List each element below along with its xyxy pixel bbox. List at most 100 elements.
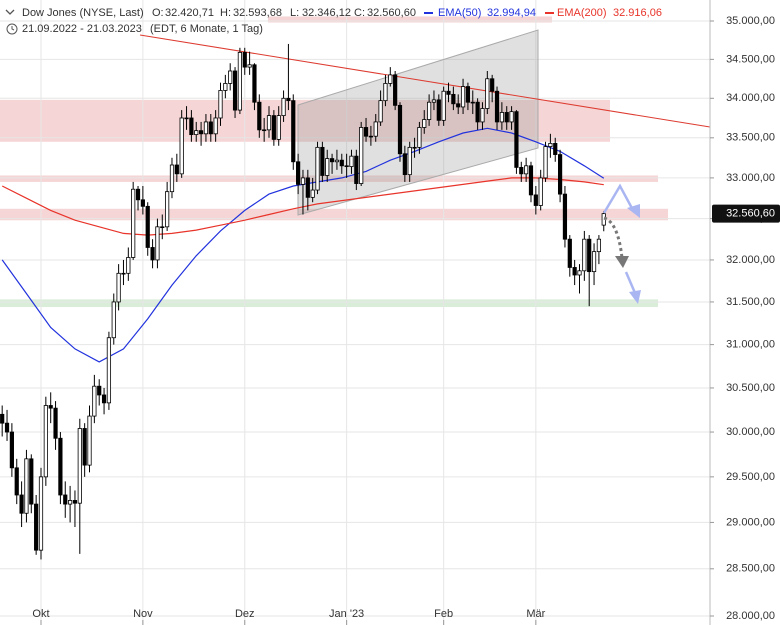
candle-body: [281, 97, 286, 117]
candle-body: [189, 117, 194, 136]
candle-body: [325, 158, 330, 176]
y-tick-label: 33.000,00: [726, 172, 775, 184]
candle-body: [460, 86, 466, 108]
candle-body: [135, 188, 141, 201]
candle-body: [14, 467, 19, 496]
header: Dow Jones (NYSE, Last) O: 32.420,71 H: 3…: [5, 7, 416, 35]
candle-body: [528, 165, 534, 196]
candle-body: [223, 83, 228, 91]
legend-label: EMA(200): [557, 7, 607, 19]
candle-body: [320, 146, 325, 176]
candle-body: [232, 70, 238, 111]
candle-body: [397, 104, 403, 155]
candle-body: [412, 146, 417, 149]
y-tick-label: 31.500,00: [726, 296, 775, 308]
y-tick-label: 33.500,00: [726, 132, 775, 144]
candle-body: [106, 337, 112, 404]
candle-body: [208, 121, 213, 135]
y-tick-label: 28.000,00: [726, 610, 775, 622]
y-tick-label: 32.000,00: [726, 254, 775, 266]
arrow-head: [627, 204, 640, 218]
legend-label: EMA(50): [438, 7, 481, 19]
candle-body: [388, 74, 393, 84]
zone: [0, 299, 658, 308]
candle-body: [121, 272, 126, 275]
candle-body: [339, 159, 344, 167]
candle-body: [203, 121, 209, 135]
candle-body: [427, 101, 432, 120]
candle-body: [470, 101, 475, 104]
y-tick-label: 30.000,00: [726, 426, 775, 438]
plot: [0, 43, 606, 560]
candle-body: [131, 188, 136, 258]
candle-body: [48, 405, 53, 409]
candle-body: [38, 476, 44, 551]
candle-body: [373, 121, 378, 137]
arrow-head: [629, 290, 641, 304]
candle-body: [436, 99, 441, 121]
legend-value: 32.916,06: [613, 7, 662, 19]
candle-body: [257, 101, 262, 131]
forecast-arrows: [602, 183, 641, 304]
candle-body: [29, 458, 34, 505]
candle-body: [160, 226, 165, 229]
candle-body: [92, 385, 97, 417]
candle-body: [291, 100, 296, 163]
candle-body: [441, 90, 446, 121]
candle-body: [184, 117, 189, 120]
candle-body: [329, 158, 335, 163]
candle-body: [150, 247, 155, 261]
candle-body: [533, 194, 538, 206]
ohlc-key: L:: [290, 7, 299, 19]
candle-body: [262, 129, 267, 132]
legend-value: 32.994,94: [487, 7, 536, 19]
candle-body: [514, 111, 519, 168]
arrow: [602, 183, 636, 214]
background: [0, 0, 710, 625]
candle-body: [198, 130, 204, 135]
date-range: 21.09.2022 - 21.03.2023: [22, 23, 142, 35]
candle-body: [504, 112, 509, 123]
y-tick-label: 34.000,00: [726, 92, 775, 104]
candle-body: [194, 130, 199, 136]
candle-body: [4, 422, 10, 433]
candle-body: [34, 503, 39, 551]
candle-body: [334, 159, 340, 163]
price-tag: [712, 204, 780, 223]
candle-body: [567, 238, 572, 268]
candle-body: [165, 191, 170, 228]
candle-body: [596, 238, 602, 253]
candle-body: [538, 177, 543, 206]
candle-body: [562, 193, 568, 240]
candle-body: [24, 458, 29, 514]
y-tick-label: 29.000,00: [726, 516, 775, 528]
candle-body: [97, 385, 102, 396]
candle-body: [116, 272, 121, 303]
candle-body: [475, 101, 480, 123]
x-tick-label: Dez: [235, 608, 255, 620]
candle-body: [490, 78, 495, 92]
candle-body: [228, 70, 233, 84]
candle-body: [577, 270, 582, 276]
candle-body: [363, 127, 369, 137]
ohlc-key: O:: [152, 7, 164, 19]
zone: [0, 175, 658, 182]
candle-body: [155, 226, 160, 261]
candle-body: [77, 428, 82, 504]
candle-body: [553, 142, 558, 155]
candle-body: [9, 431, 14, 469]
ema-line: [1, 177, 604, 236]
candle-body: [465, 86, 471, 103]
x-tick-label: Jan '23: [329, 608, 364, 620]
candle-body: [276, 115, 281, 140]
candle-body: [446, 90, 451, 95]
legend: EMA(50) 32.994,94 EMA(200) 32.916,06: [424, 7, 662, 19]
chart-info: (EDT, 6 Monate, 1 Tag): [150, 23, 263, 35]
ohlc-value: 32.420,71: [165, 7, 214, 19]
candle-body: [0, 413, 5, 424]
zone: [268, 16, 552, 23]
candle-body: [543, 146, 548, 179]
candle-body: [509, 111, 514, 123]
y-tick-label: 30.500,00: [726, 382, 775, 394]
candle-body: [499, 112, 504, 123]
